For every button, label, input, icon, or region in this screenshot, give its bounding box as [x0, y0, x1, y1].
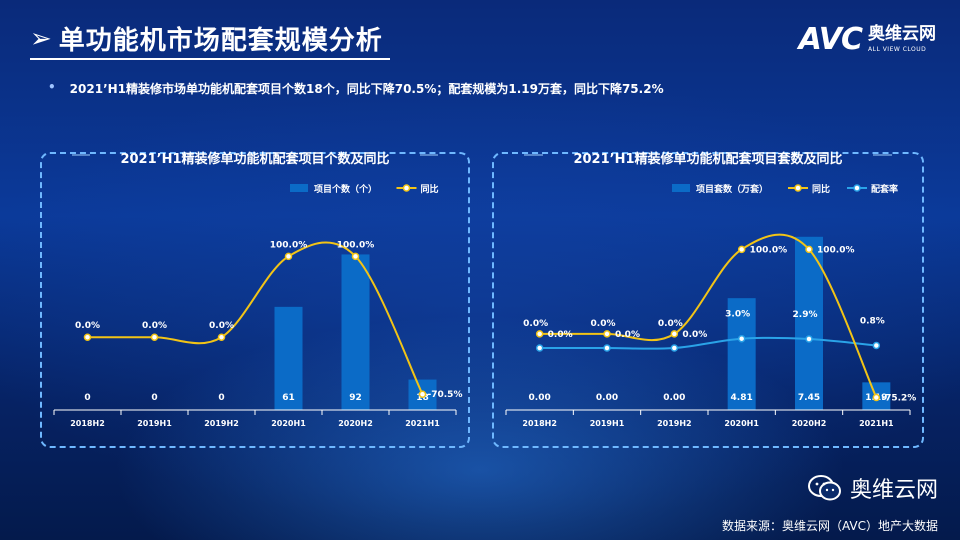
chart-panel-projects: 2021’H1精装修单功能机配套项目个数及同比 项目个数（个） 同比 0 0 0 61 92… — [40, 152, 470, 448]
summary-line: • 2021’H1精装修市场单功能机配套项目个数18个，同比下降70.5%；配套… — [48, 80, 664, 97]
bar-label-2018H2: 0.00 — [529, 393, 551, 403]
rate-point-2019H1 — [603, 344, 611, 352]
page-title: ➢ 单功能机市场配套规模分析 — [30, 20, 383, 57]
wechat-watermark: 奥维云网 — [807, 472, 938, 504]
x-tick-label-2021H1: 2021H1 — [405, 419, 440, 428]
yoy-point-2021H1 — [872, 393, 881, 402]
yoy-point-2020H1 — [284, 252, 293, 261]
yoy-label-2021H1: -75.2% — [881, 393, 916, 403]
x-tick-label-2020H2: 2020H2 — [792, 419, 827, 428]
title-block: ➢ 单功能机市场配套规模分析 — [30, 20, 390, 60]
rate-label-2020H2: 2.9% — [793, 310, 818, 320]
data-source: 数据来源：奥维云网（AVC）地产大数据 — [721, 519, 938, 533]
summary-bullet: • — [48, 80, 56, 94]
x-tick-label-2019H2: 2019H2 — [204, 419, 239, 428]
bar-label-2020H1: 4.81 — [731, 393, 753, 403]
yoy-point-2020H1 — [737, 245, 746, 254]
yoy-label-2020H2: 100.0% — [337, 240, 375, 250]
x-tick-label-2019H1: 2019H1 — [137, 419, 172, 428]
yoy-label-2020H1: 100.0% — [750, 245, 788, 255]
yoy-point-2019H1 — [150, 333, 159, 341]
chart-projects: 项目个数（个） 同比 0 0 0 61 92 18 2018H2 2019H1 2019H2 2020… — [53, 154, 463, 428]
rate-point-2019H2 — [670, 344, 679, 352]
rate-point-2018H2 — [535, 344, 544, 352]
yoy-point-2021H1 — [418, 390, 427, 398]
legend-marker-1 — [794, 184, 802, 192]
page-title-text: 单功能机市场配套规模分析 — [58, 26, 383, 56]
bar-label-2019H1: 0.00 — [596, 393, 618, 403]
legend-label-1: 同比 — [812, 183, 830, 195]
summary-text: 2021’H1精装修市场单功能机配套项目个数18个，同比下降70.5%；配套规模… — [69, 82, 664, 96]
yoy-label-2018H2: 0.0% — [548, 330, 573, 340]
yoy-line — [87, 241, 424, 395]
rate-point-2020H1 — [737, 334, 746, 343]
rate-label-2019H2: 0.0% — [658, 319, 683, 329]
yoy-label-2019H2: 0.0% — [209, 321, 234, 331]
chart-title-projects: 2021’H1精装修单功能机配套项目个数及同比 — [120, 152, 390, 167]
x-tick-label-2021H1: 2021H1 — [859, 419, 894, 428]
yoy-point-2019H2 — [217, 333, 226, 341]
legend-label-1: 同比 — [421, 183, 439, 195]
logo-avc-text: AVC — [798, 22, 863, 57]
yoy-point-2020H2 — [805, 245, 813, 254]
yoy-point-2018H2 — [535, 330, 544, 338]
bar-label-2019H2: 0.00 — [663, 393, 685, 403]
legend-marker-2 — [853, 184, 861, 192]
bar-label-2018H2: 0 — [84, 393, 90, 403]
yoy-label-2018H2: 0.0% — [75, 321, 100, 331]
yoy-point-2020H2 — [351, 252, 360, 261]
title-underline — [30, 58, 390, 60]
legend-marker-1 — [402, 184, 411, 192]
bar-label-2019H2: 0 — [218, 393, 224, 403]
legend-swatch-0 — [290, 184, 308, 192]
rate-label-2021H1: 0.8% — [860, 317, 885, 327]
yoy-label-2021H1: -70.5% — [428, 390, 463, 400]
rate-label-2018H2: 0.0% — [523, 319, 548, 329]
legend-label-0: 项目套数（万套） — [696, 183, 768, 195]
rate-label-2020H1: 3.0% — [725, 310, 750, 320]
yoy-point-2018H2 — [83, 333, 92, 341]
bar-2020H2 — [341, 254, 370, 410]
x-tick-label-2018H2: 2018H2 — [522, 419, 557, 428]
bar-2020H1 — [274, 306, 303, 410]
legend-label-2: 配套率 — [871, 183, 898, 195]
x-tick-label-2019H2: 2019H2 — [657, 419, 692, 428]
yoy-label-2020H1: 100.0% — [270, 240, 308, 250]
yoy-label-2019H1: 0.0% — [615, 330, 640, 340]
logo-cn-text: 奥维云网 — [868, 24, 936, 44]
legend-label-0: 项目个数（个） — [314, 183, 377, 195]
bar-label-2019H1: 0 — [151, 393, 157, 403]
wechat-icon — [807, 475, 841, 501]
yoy-label-2020H2: 100.0% — [817, 245, 855, 255]
yoy-label-2019H1: 0.0% — [142, 321, 167, 331]
x-tick-label-2020H1: 2020H1 — [271, 419, 306, 428]
bar-label-2021H1: 18 — [416, 393, 429, 403]
x-tick-label-2020H1: 2020H1 — [724, 419, 759, 428]
rate-point-2020H2 — [805, 335, 813, 343]
yoy-point-2019H2 — [670, 330, 679, 338]
watermark-text: 奥维云网 — [849, 478, 938, 503]
bar-label-2020H2: 92 — [349, 393, 362, 403]
title-arrow-icon: ➢ — [30, 23, 53, 54]
avc-logo: AVC 奥维云网 ALL VIEW CLOUD — [799, 24, 936, 56]
logo-en-text: ALL VIEW CLOUD — [868, 46, 927, 53]
x-tick-label-2020H2: 2020H2 — [338, 419, 373, 428]
chart-panel-units: 2021’H1精装修单功能机配套项目套数及同比 项目套数（万套） 同比 配套率 0.0… — [492, 152, 924, 448]
bar-2020H2 — [795, 236, 823, 410]
legend-swatch-0 — [672, 184, 690, 192]
x-tick-label-2019H1: 2019H1 — [590, 419, 625, 428]
x-tick-label-2018H2: 2018H2 — [70, 419, 105, 428]
bar-2020H1 — [727, 298, 756, 410]
chart-title-units: 2021’H1精装修单功能机配套项目套数及同比 — [573, 152, 843, 167]
bar-label-2020H2: 7.45 — [798, 393, 820, 403]
bar-label-2020H1: 61 — [282, 393, 295, 403]
rate-label-2019H1: 0.0% — [591, 319, 616, 329]
rate-point-2021H1 — [872, 341, 881, 350]
chart-units: 项目套数（万套）同比配套率0.000.000.004.817.451.19201… — [505, 154, 916, 428]
yoy-point-2019H1 — [603, 330, 611, 338]
rate-line — [539, 336, 877, 350]
yoy-line — [539, 233, 878, 398]
yoy-label-2019H2: 0.0% — [682, 330, 707, 340]
